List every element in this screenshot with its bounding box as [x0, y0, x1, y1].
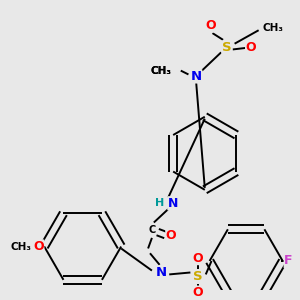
Text: H: H	[155, 198, 164, 208]
Text: S: S	[193, 270, 203, 283]
Text: CH₃: CH₃	[11, 242, 32, 251]
Text: C: C	[148, 225, 155, 235]
Text: N: N	[168, 197, 178, 210]
Text: CH₃: CH₃	[262, 23, 284, 33]
Text: F: F	[284, 254, 293, 268]
Text: O: O	[193, 252, 203, 265]
Text: N: N	[190, 70, 202, 83]
Text: O: O	[246, 41, 256, 54]
Text: CH₃: CH₃	[150, 66, 171, 76]
Text: CH₃: CH₃	[150, 66, 171, 76]
Text: S: S	[222, 41, 232, 54]
Text: O: O	[193, 286, 203, 299]
Text: O: O	[33, 240, 44, 253]
Text: N: N	[156, 266, 167, 279]
Text: O: O	[166, 229, 176, 242]
Text: O: O	[205, 19, 216, 32]
